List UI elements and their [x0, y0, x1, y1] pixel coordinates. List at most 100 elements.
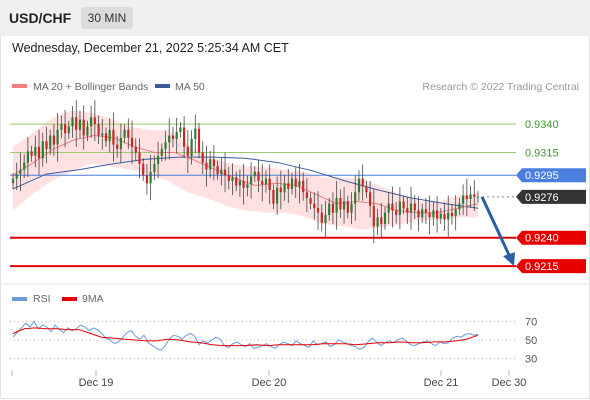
candle-body: [257, 171, 260, 181]
candle-body: [242, 180, 245, 188]
candle-body: [402, 201, 405, 209]
candle-body: [235, 177, 238, 186]
level-tag-current: [516, 189, 586, 204]
candle-body: [227, 175, 230, 181]
candle-body: [130, 137, 134, 147]
candle-body: [421, 209, 424, 218]
symbol-label: USD/CHF: [9, 10, 72, 26]
rsi-tick-label: 50: [525, 335, 537, 347]
rsi-legend: RSI 9MA: [12, 293, 104, 305]
x-tick-label: Dec 19: [79, 377, 114, 389]
candle-body: [75, 117, 78, 130]
level-tag-support: [516, 230, 586, 245]
candle-body: [23, 162, 26, 170]
ma20-legend-swatch: [12, 84, 27, 88]
candle-body: [104, 133, 108, 142]
level-label-resistance: 0.9315: [525, 148, 559, 160]
ma50-legend-swatch: [155, 84, 170, 88]
candle-body: [343, 201, 346, 210]
candle-body: [238, 180, 241, 186]
candle-body: [60, 124, 63, 130]
candle-body: [197, 128, 201, 153]
candle-body: [216, 166, 219, 175]
candle-body: [372, 205, 375, 227]
level-tag-support: [516, 259, 586, 274]
candle-body: [264, 178, 268, 185]
x-tick-label: Dec 20: [252, 377, 287, 389]
candle-body: [361, 178, 364, 187]
candle-body: [11, 178, 15, 184]
candle-body: [123, 129, 126, 138]
price-legend: MA 20 + Bollinger Bands MA 50 Research ©…: [12, 81, 579, 93]
rsi-ma9-legend-label: 9MA: [82, 293, 104, 305]
candle-body: [164, 142, 167, 150]
candle-body: [82, 119, 85, 136]
candle-body: [428, 212, 431, 218]
candle-body: [67, 126, 70, 134]
candle-body: [439, 213, 442, 219]
candle-body: [127, 129, 130, 138]
candle-body: [34, 146, 37, 156]
candle-body: [190, 138, 193, 156]
candle-body: [194, 128, 197, 139]
ma20-legend-label: MA 20 + Bollinger Bands: [33, 81, 148, 93]
candle-body: [175, 132, 178, 139]
candle-body: [432, 210, 435, 218]
candle-body: [469, 194, 472, 199]
candle-body: [205, 162, 208, 170]
forecast-arrow-head: [503, 252, 515, 267]
candle-body: [231, 177, 234, 181]
candle-body: [350, 203, 353, 213]
candle-body: [305, 192, 308, 198]
candle-body: [246, 184, 249, 188]
candle-body: [447, 212, 450, 220]
candle-body: [450, 212, 454, 217]
candle-body: [409, 203, 413, 213]
candle-body: [26, 151, 29, 163]
candle-body: [153, 163, 156, 172]
candle-body: [71, 117, 74, 127]
candle-body: [19, 169, 22, 175]
rsi-legend-swatch: [12, 297, 27, 301]
rsi-line: [12, 320, 479, 351]
candle-body: [279, 187, 282, 193]
candle-body: [171, 135, 175, 139]
candle-body: [454, 209, 457, 217]
candle-body: [272, 190, 275, 204]
candle-body: [424, 209, 427, 213]
candle-body: [93, 117, 96, 125]
candle-body: [145, 175, 148, 184]
candle-body: [357, 178, 361, 193]
candle-body: [328, 203, 331, 215]
price-panel: 0.9340 0.9315 0.9295 0.9276 0.9240 0.9215: [10, 100, 586, 274]
candle-body: [183, 127, 186, 147]
candle-body: [201, 152, 204, 163]
candle-body: [283, 183, 286, 193]
candle-body: [116, 144, 119, 150]
rsi-ma9-legend-swatch: [62, 297, 77, 301]
rsi-ma9-line: [12, 327, 479, 347]
candle-body: [186, 146, 189, 156]
candle-body: [313, 203, 316, 209]
timeframe-button[interactable]: 30 MIN: [81, 7, 133, 29]
candle-body: [376, 217, 379, 227]
rsi-panel: 70 50 30: [10, 316, 537, 366]
candle-body: [157, 155, 160, 164]
candle-body: [398, 201, 401, 215]
x-tick-label: Dec 30: [492, 377, 527, 389]
candle-body: [209, 159, 212, 170]
candle-body: [290, 178, 294, 189]
candle-body: [387, 203, 390, 213]
forecast-arrow-shaft: [480, 196, 512, 258]
candle-body: [168, 135, 171, 143]
candle-body: [30, 151, 33, 156]
candle-body: [320, 212, 323, 223]
level-label-pivot: 0.9295: [525, 170, 559, 182]
candle-body: [436, 210, 439, 219]
candle-body: [316, 208, 320, 213]
level-tag-pivot: [516, 168, 586, 183]
candle-body: [112, 129, 115, 145]
candle-body: [302, 180, 305, 193]
rsi-legend-label: RSI: [33, 293, 51, 305]
level-label-current: 0.9276: [525, 192, 559, 204]
